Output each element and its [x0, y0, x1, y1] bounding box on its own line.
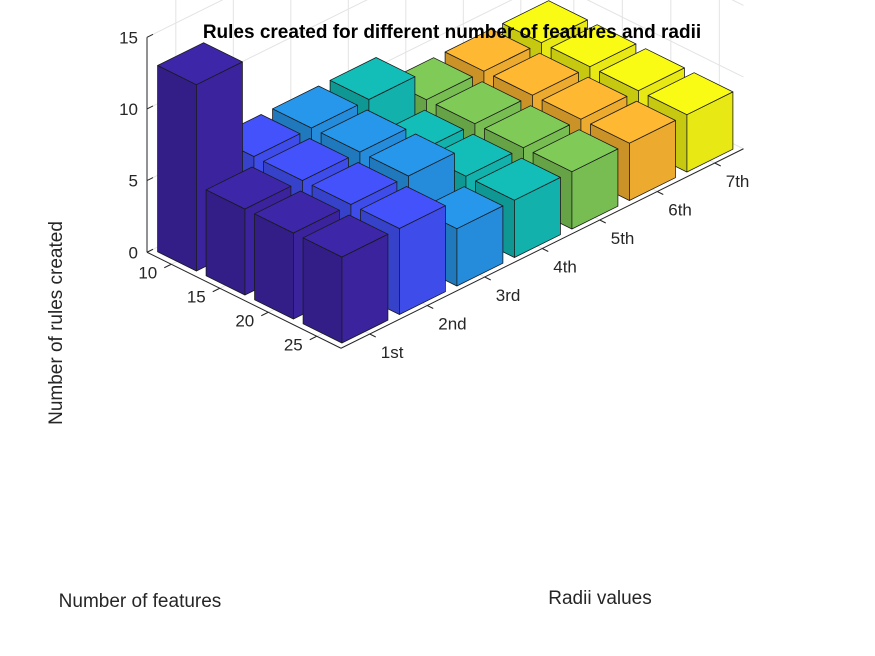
grid-line [146, 0, 744, 110]
bars [157, 0, 734, 344]
bar-top-face [272, 85, 358, 129]
radii-tick-mark [427, 305, 434, 309]
radii-tick-label: 6th [668, 201, 692, 220]
bar-top-face [302, 214, 389, 258]
bar-top-face [320, 109, 407, 153]
radii-tick-mark [484, 276, 491, 281]
radii-tick-label: 5th [611, 229, 635, 248]
z-tick-label: 5 [129, 172, 138, 191]
bar-top-face [435, 81, 522, 125]
axes: 0 5 10 15 10 15 20 25 1st 2nd 3rd 4th 5th 6th 7th [119, 28, 749, 362]
bar-1st-25 [302, 214, 389, 344]
z-tick-mark [146, 33, 154, 38]
bar-top-face [329, 57, 416, 100]
z-tick-label: 0 [129, 243, 138, 262]
radii-tick-label: 2nd [438, 315, 466, 334]
bar-top-face [254, 190, 340, 234]
bar-top-face [550, 24, 637, 68]
radii-tick-label: 3rd [496, 286, 521, 305]
radii-tick-label: 1st [381, 343, 404, 362]
y-axis-label: Number of features [59, 591, 222, 612]
bar-side-face [157, 65, 197, 272]
bar-top-face [369, 133, 455, 177]
x-axis-label: Radii values [548, 588, 652, 609]
features-tick-mark [164, 263, 172, 269]
radii-tick-mark [369, 333, 376, 338]
bar-top-face [157, 42, 243, 86]
bar-top-face [532, 129, 619, 173]
bar-top-face [484, 105, 570, 149]
radii-tick-label: 7th [726, 172, 750, 191]
bar-top-face [444, 28, 531, 72]
z-tick-label: 15 [119, 28, 138, 47]
bar-top-face [590, 100, 676, 144]
radii-tick-mark [542, 248, 549, 252]
features-tick-mark [212, 287, 220, 293]
features-tick-label: 25 [284, 335, 303, 354]
bar-top-face [205, 166, 292, 210]
features-tick-mark [261, 311, 269, 317]
bar-top-face [311, 162, 398, 205]
bar-top-face [475, 157, 561, 201]
z-tick-mark [146, 248, 154, 253]
z-tick-mark [146, 177, 154, 182]
bar-top-face [541, 76, 628, 120]
z-tick-mark [146, 105, 154, 110]
bar-top-face [502, 0, 588, 44]
bar-top-face [647, 72, 734, 116]
z-axis-label: Number of rules created [46, 221, 67, 425]
radii-tick-mark [657, 191, 664, 195]
radii-tick-label: 4th [553, 258, 577, 277]
radii-tick-mark [714, 162, 721, 167]
features-tick-label: 15 [187, 287, 206, 306]
bar-top-face [360, 186, 446, 229]
bar-top-face [263, 138, 349, 181]
z-tick-label: 10 [119, 100, 138, 119]
bar-top-face [493, 52, 579, 96]
chart-title: Rules created for different number of fe… [203, 22, 701, 43]
features-tick-label: 10 [138, 263, 157, 282]
bar-top-face [599, 48, 685, 92]
features-axis-line [146, 251, 342, 349]
features-tick-mark [309, 335, 317, 341]
features-tick-label: 20 [235, 311, 254, 330]
radii-tick-mark [599, 219, 606, 224]
